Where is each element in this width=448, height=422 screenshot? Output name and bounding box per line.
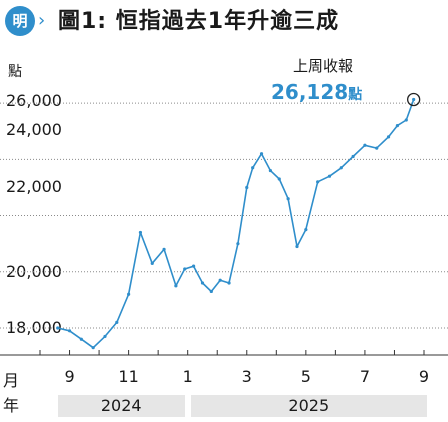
data-point: [127, 292, 131, 296]
data-point: [91, 346, 95, 350]
y-tick-label-26000: 26,000: [6, 91, 62, 110]
data-point: [404, 118, 408, 122]
x-tick-label: 3: [241, 367, 252, 386]
x-tick-label: 1: [182, 367, 193, 386]
callout-unit: 點: [348, 87, 363, 103]
year-band-2024: 2024: [57, 395, 185, 417]
y-tick-label-22000: 22,000: [6, 177, 62, 196]
data-point: [327, 174, 332, 178]
data-point: [79, 337, 83, 341]
data-point: [386, 135, 391, 139]
data-point: [115, 320, 119, 324]
data-point: [192, 264, 196, 268]
logo-text: 明: [12, 12, 28, 30]
x-tick-label: 7: [359, 367, 371, 386]
data-point: [363, 143, 367, 147]
data-point: [174, 284, 178, 288]
data-point: [236, 242, 240, 246]
data-point: [259, 152, 264, 156]
last-value-marker: [407, 92, 421, 107]
data-point: [200, 281, 205, 285]
data-point: [183, 267, 187, 271]
data-point: [277, 177, 281, 181]
year-band-2025: 2025: [190, 395, 427, 417]
data-point: [103, 334, 107, 339]
data-point: [245, 185, 249, 190]
data-point: [150, 261, 154, 265]
data-point: [251, 166, 255, 170]
data-point: [227, 281, 231, 285]
y-tick-label-24000: 24,000: [6, 120, 62, 139]
callout-label: 上周收報: [293, 57, 354, 75]
data-point: [395, 124, 400, 128]
data-point: [138, 230, 143, 235]
logo-icon: 明: [5, 6, 35, 36]
data-point: [295, 244, 299, 249]
x-axis-year-row: 年 2024 2025: [0, 395, 448, 417]
chevron-right-icon: ›: [38, 10, 46, 31]
callout-value: 26,128: [271, 80, 349, 104]
data-point: [351, 154, 355, 159]
data-point: [316, 180, 320, 184]
data-point: [286, 197, 290, 201]
data-point: [268, 168, 272, 173]
data-point: [56, 326, 60, 330]
data-point: [218, 278, 222, 282]
x-axis-row-label-year: 年: [3, 396, 20, 415]
x-tick-label: 11: [118, 367, 139, 386]
data-point: [412, 97, 416, 102]
x-tick-label: 5: [300, 367, 311, 386]
data-point: [304, 228, 308, 232]
x-tick-label: 9: [64, 367, 75, 386]
data-point: [162, 247, 166, 251]
data-point: [67, 329, 72, 333]
y-axis-unit-label: 點: [8, 64, 22, 80]
callout-value-group: 26,128點: [271, 80, 362, 104]
chart-header: 明 › 圖1: 恒指過去1年升逾三成: [0, 0, 448, 44]
x-axis-row-label-month: 月: [3, 371, 20, 390]
data-point: [209, 289, 213, 294]
x-tick-label: 9: [418, 367, 430, 386]
data-point: [375, 146, 379, 150]
chart-title: 圖1: 恒指過去1年升逾三成: [58, 9, 340, 34]
data-point: [339, 166, 343, 170]
series-line: [57, 99, 415, 349]
